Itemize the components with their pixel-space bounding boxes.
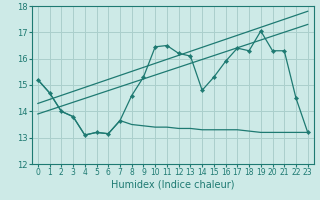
X-axis label: Humidex (Indice chaleur): Humidex (Indice chaleur) — [111, 180, 235, 190]
